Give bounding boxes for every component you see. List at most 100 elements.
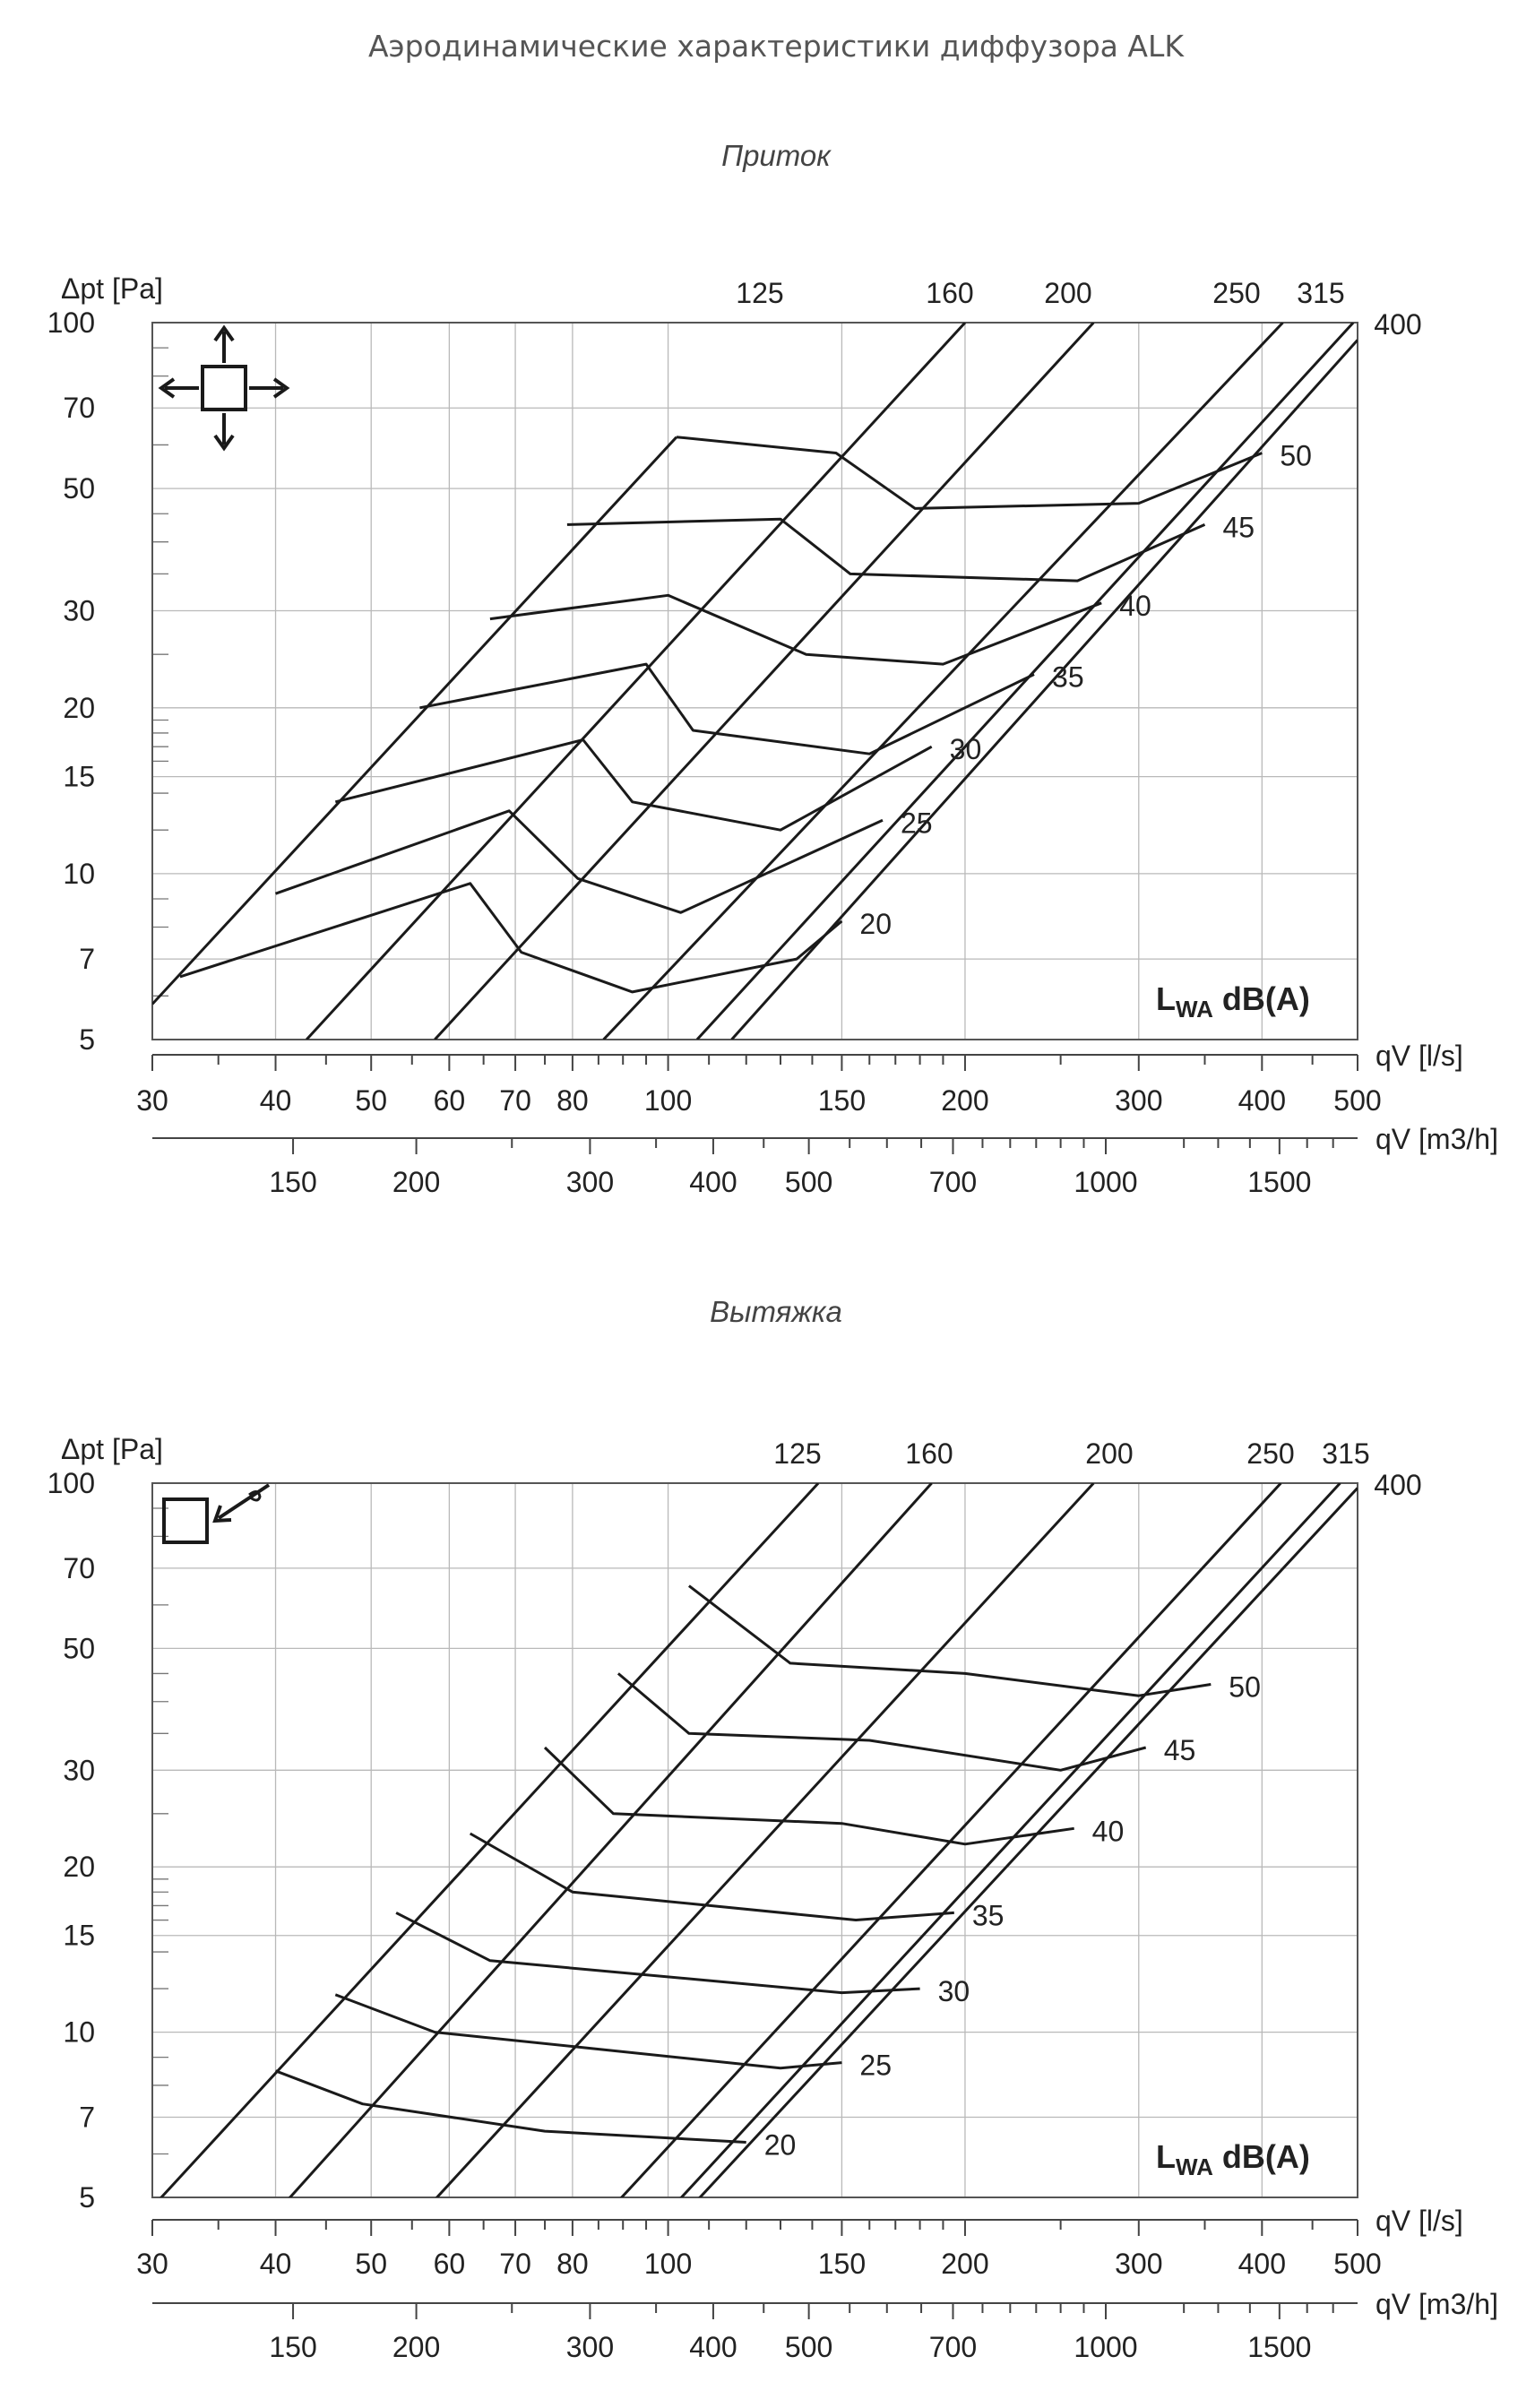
size-line-160: [305, 323, 967, 1040]
sound-curve-30: [334, 738, 933, 832]
x-tick-label: 80: [556, 2248, 589, 2280]
y-tick-label: 15: [63, 761, 95, 793]
x-tick-label-m3h: 1500: [1247, 1166, 1311, 1198]
y-tick-label: 100: [47, 306, 95, 339]
sound-curve-35: [469, 1832, 954, 1921]
x-axis-ls: [151, 1054, 1358, 1071]
legend-lwa-sub: WA: [1176, 996, 1213, 1023]
sound-curve-50: [687, 1584, 1212, 1697]
x-tick-label: 50: [355, 1084, 387, 1117]
sound-curve-50: [676, 436, 1263, 510]
size-label-400: 400: [1374, 1469, 1421, 1501]
sound-curve-25: [274, 809, 884, 914]
size-label-400: 400: [1374, 308, 1421, 341]
square-icon: [162, 1497, 209, 1544]
x-tick-label: 150: [818, 2248, 866, 2280]
x-tick-label: 100: [644, 2248, 692, 2280]
size-label-250: 250: [1246, 1437, 1294, 1470]
size-line-315: [679, 1483, 1341, 2197]
x-tick-label-m3h: 700: [929, 1166, 977, 1198]
sound-label-45: 45: [1222, 511, 1255, 543]
x-tick-label: 60: [434, 2248, 466, 2280]
x-tick-label: 40: [260, 2248, 292, 2280]
x-tick-label: 60: [434, 1084, 466, 1117]
x-tick-label: 400: [1238, 2248, 1286, 2280]
size-label-200: 200: [1085, 1437, 1133, 1470]
chart-subtitle: Вытяжка: [710, 1295, 842, 1328]
x-tick-label-m3h: 150: [269, 1166, 316, 1198]
x-axis-m3h: [152, 1137, 1358, 1154]
y-tick-label: 50: [63, 1632, 95, 1664]
size-line-400: [698, 1487, 1358, 2197]
x-axis-ls: [151, 2219, 1358, 2236]
x-tick-label: 300: [1115, 1084, 1162, 1117]
y-tick-label: 5: [79, 2181, 95, 2214]
grid: [151, 1482, 1358, 2198]
size-line-160: [288, 1483, 933, 2197]
x-tick-label: 300: [1115, 2248, 1162, 2280]
size-line-200: [435, 1483, 1095, 2197]
x-tick-label-m3h: 400: [689, 2331, 737, 2363]
legend-lwa: LWA dB(A): [1156, 2138, 1310, 2180]
size-label-125: 125: [736, 277, 783, 309]
swirl-icon: [248, 1490, 262, 1502]
plot-frame: [151, 1482, 1358, 2198]
sound-label-25: 25: [901, 807, 933, 839]
sound-label-35: 35: [1052, 660, 1084, 693]
legend-lwa-rest: dB(A): [1213, 2138, 1310, 2175]
sound-label-30: 30: [938, 1975, 970, 2007]
x-axis-label-ls: qV [l/s]: [1375, 1040, 1463, 1072]
sound-curve-20: [179, 882, 843, 994]
y-tick-label: 10: [63, 2016, 95, 2049]
sound-label-40: 40: [1092, 1815, 1125, 1847]
x-tick-label: 150: [818, 1084, 866, 1117]
x-tick-label: 200: [941, 2248, 988, 2280]
x-tick-label: 70: [499, 2248, 531, 2280]
sound-label-45: 45: [1164, 1734, 1196, 1766]
sound-curve-45: [617, 1672, 1147, 1772]
x-tick-label-m3h: 400: [689, 1166, 737, 1198]
sound-label-35: 35: [972, 1899, 1005, 1931]
extract-arrow-icon: [162, 1483, 271, 1544]
curves: [159, 1483, 1358, 2197]
y-tick-label: 7: [79, 943, 95, 975]
size-label-160: 160: [905, 1437, 953, 1470]
size-label-315: 315: [1297, 277, 1344, 309]
legend-lwa-main: L: [1156, 2138, 1176, 2175]
y-tick-label: 15: [63, 1920, 95, 1952]
sound-curve-45: [566, 517, 1206, 583]
y-tick-label: 20: [63, 1851, 95, 1883]
legend-lwa-rest: dB(A): [1213, 980, 1310, 1017]
sound-label-40: 40: [1119, 590, 1151, 622]
x-tick-label-m3h: 200: [392, 2331, 440, 2363]
sound-curve-20: [274, 2069, 746, 2144]
x-tick-label-m3h: 500: [785, 1166, 832, 1198]
plot-frame: [151, 322, 1358, 1040]
chart-subtitle: Приток: [721, 139, 832, 172]
x-tick-label-m3h: 150: [269, 2331, 316, 2363]
x-tick-label: 70: [499, 1084, 531, 1117]
size-line-125: [152, 436, 678, 1005]
x-tick-label-m3h: 200: [392, 1166, 440, 1198]
x-axis-label-ls: qV [l/s]: [1375, 2205, 1463, 2237]
y-tick-label: 100: [47, 1467, 95, 1499]
x-tick-label-m3h: 300: [566, 2331, 614, 2363]
x-axis-m3h: [152, 2302, 1358, 2319]
sound-curve-40: [543, 1746, 1074, 1846]
x-tick-label: 100: [644, 1084, 692, 1117]
legend-lwa-sub: WA: [1176, 2153, 1213, 2180]
sound-curve-35: [419, 662, 1035, 755]
x-tick-label: 500: [1333, 2248, 1381, 2280]
arrow-in-icon: [217, 1483, 271, 1520]
legend-lwa-main: L: [1156, 980, 1176, 1017]
y-tick-label: 70: [63, 1552, 95, 1584]
curves: [152, 323, 1358, 1040]
x-tick-label-m3h: 300: [566, 1166, 614, 1198]
x-tick-label: 400: [1238, 1084, 1286, 1117]
page-title: Аэродинамические характеристики диффузор…: [368, 29, 1185, 64]
legend-lwa: LWA dB(A): [1156, 980, 1310, 1023]
x-axis-label-m3h: qV [m3/h]: [1375, 2288, 1498, 2320]
y-tick-label: 30: [63, 595, 95, 627]
